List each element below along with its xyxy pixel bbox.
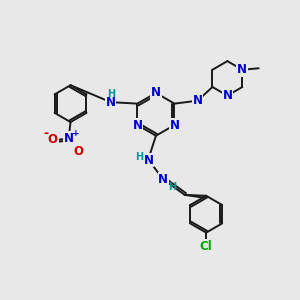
Text: N: N [106,96,116,109]
Text: N: N [222,89,233,102]
Text: H: H [136,152,144,162]
Text: Cl: Cl [200,239,212,253]
Text: N: N [151,86,161,99]
Text: N: N [143,154,154,166]
Text: H: H [168,182,176,193]
Text: H: H [107,89,116,99]
Text: N: N [193,94,203,107]
Text: -: - [44,128,49,140]
Text: +: + [72,129,80,138]
Text: O: O [73,145,83,158]
Text: N: N [132,118,142,131]
Text: O: O [48,134,58,146]
Text: N: N [158,173,168,186]
Text: N: N [64,132,74,145]
Text: N: N [169,118,179,131]
Text: N: N [237,63,247,76]
